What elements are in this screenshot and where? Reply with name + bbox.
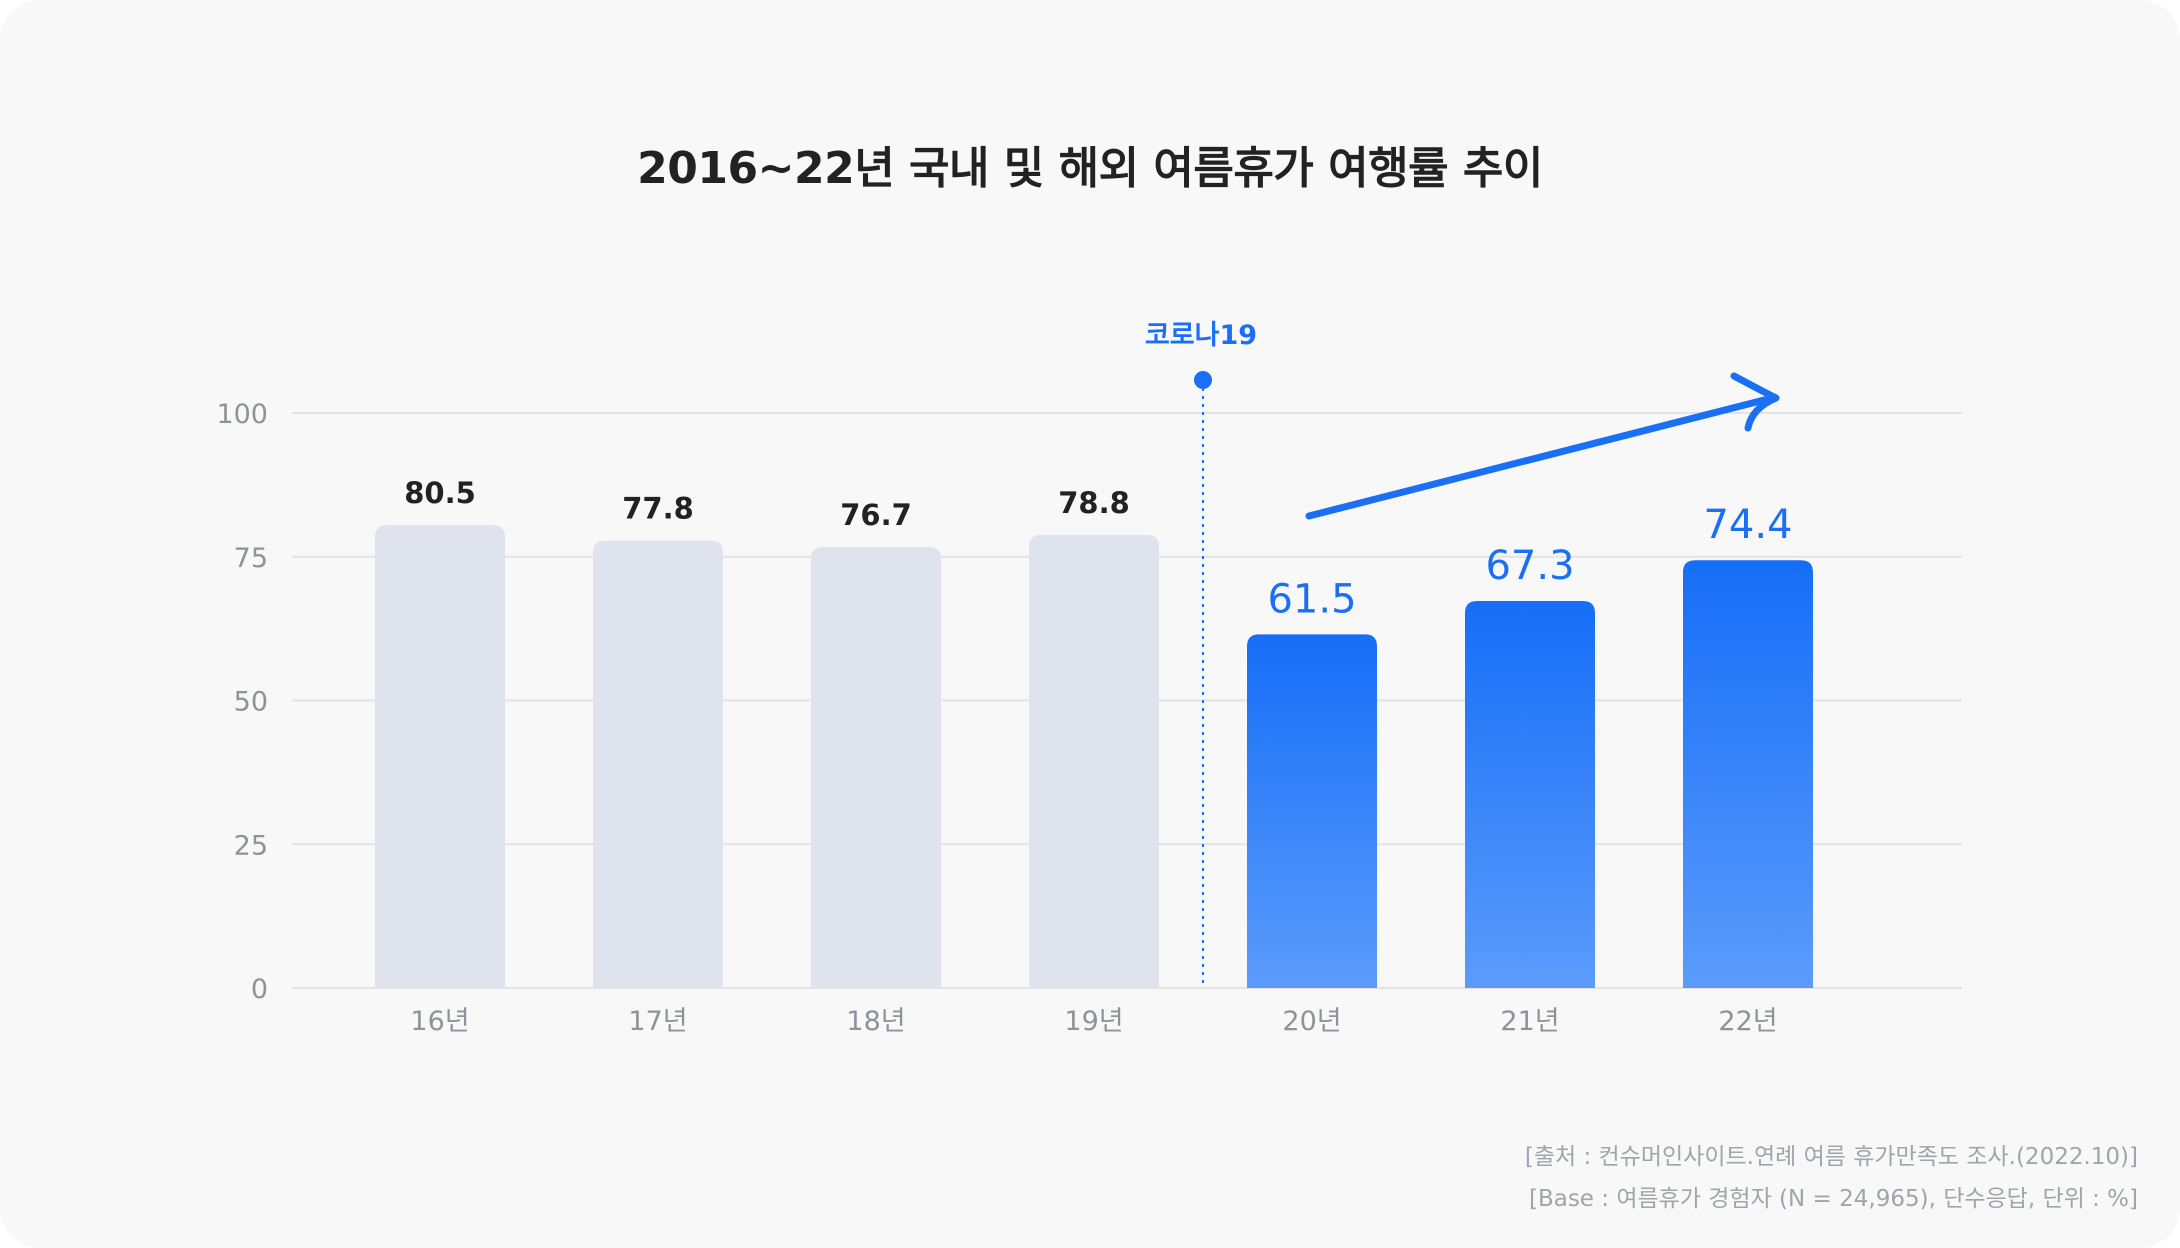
x-tick-label: 16년 bbox=[410, 1006, 469, 1037]
x-tick-label: 19년 bbox=[1064, 1006, 1123, 1037]
covid-label: 코로나19 bbox=[1145, 320, 1257, 351]
bar-19년 bbox=[1029, 534, 1159, 988]
data-labels: 80.5 77.8 76.7 78.8 61.5 67.3 74.4 bbox=[404, 476, 1792, 622]
y-axis-ticks: 0 25 50 75 100 bbox=[216, 399, 268, 1005]
bar-17년 bbox=[593, 540, 723, 988]
y-tick-label: 75 bbox=[234, 543, 268, 574]
covid-annotation: 코로나19 bbox=[1145, 320, 1780, 988]
x-tick-label: 22년 bbox=[1718, 1006, 1777, 1037]
data-label: 77.8 bbox=[622, 492, 694, 526]
y-tick-label: 50 bbox=[234, 687, 268, 718]
y-tick-label: 100 bbox=[216, 399, 268, 430]
bar-18년 bbox=[811, 546, 941, 988]
bar-20년 bbox=[1247, 634, 1377, 988]
x-tick-label: 17년 bbox=[628, 1006, 687, 1037]
bars bbox=[375, 525, 1813, 988]
covid-marker-dot bbox=[1194, 371, 1212, 389]
data-label: 76.7 bbox=[840, 498, 912, 532]
data-label: 67.3 bbox=[1485, 543, 1574, 589]
data-label: 80.5 bbox=[404, 476, 476, 510]
source-note: [출처 : 컨슈머인사이트.연례 여름 휴가만족도 조사.(2022.10)] … bbox=[1525, 1136, 2138, 1220]
x-axis-ticks: 16년 17년 18년 19년 20년 21년 22년 bbox=[410, 1006, 1777, 1037]
y-tick-label: 25 bbox=[234, 830, 268, 861]
x-tick-label: 20년 bbox=[1282, 1006, 1341, 1037]
source-line-2: [Base : 여름휴가 경험자 (N = 24,965), 단수응답, 단위 … bbox=[1528, 1186, 2138, 1212]
bar-16년 bbox=[375, 525, 505, 988]
data-label: 78.8 bbox=[1058, 486, 1130, 520]
bar-22년 bbox=[1683, 560, 1813, 988]
data-label: 74.4 bbox=[1703, 502, 1792, 548]
trend-arrow-head bbox=[1730, 372, 1780, 432]
source-line-1: [출처 : 컨슈머인사이트.연례 여름 휴가만족도 조사.(2022.10)] bbox=[1524, 1144, 2138, 1170]
y-tick-label: 0 bbox=[251, 974, 268, 1005]
trend-arrow-shaft bbox=[1305, 394, 1776, 520]
x-tick-label: 21년 bbox=[1500, 1006, 1559, 1037]
chart-title: 2016~22년 국내 및 해외 여름휴가 여행률 추이 bbox=[637, 143, 1543, 194]
bar-21년 bbox=[1465, 601, 1595, 988]
x-tick-label: 18년 bbox=[846, 1006, 905, 1037]
data-label: 61.5 bbox=[1267, 576, 1356, 622]
